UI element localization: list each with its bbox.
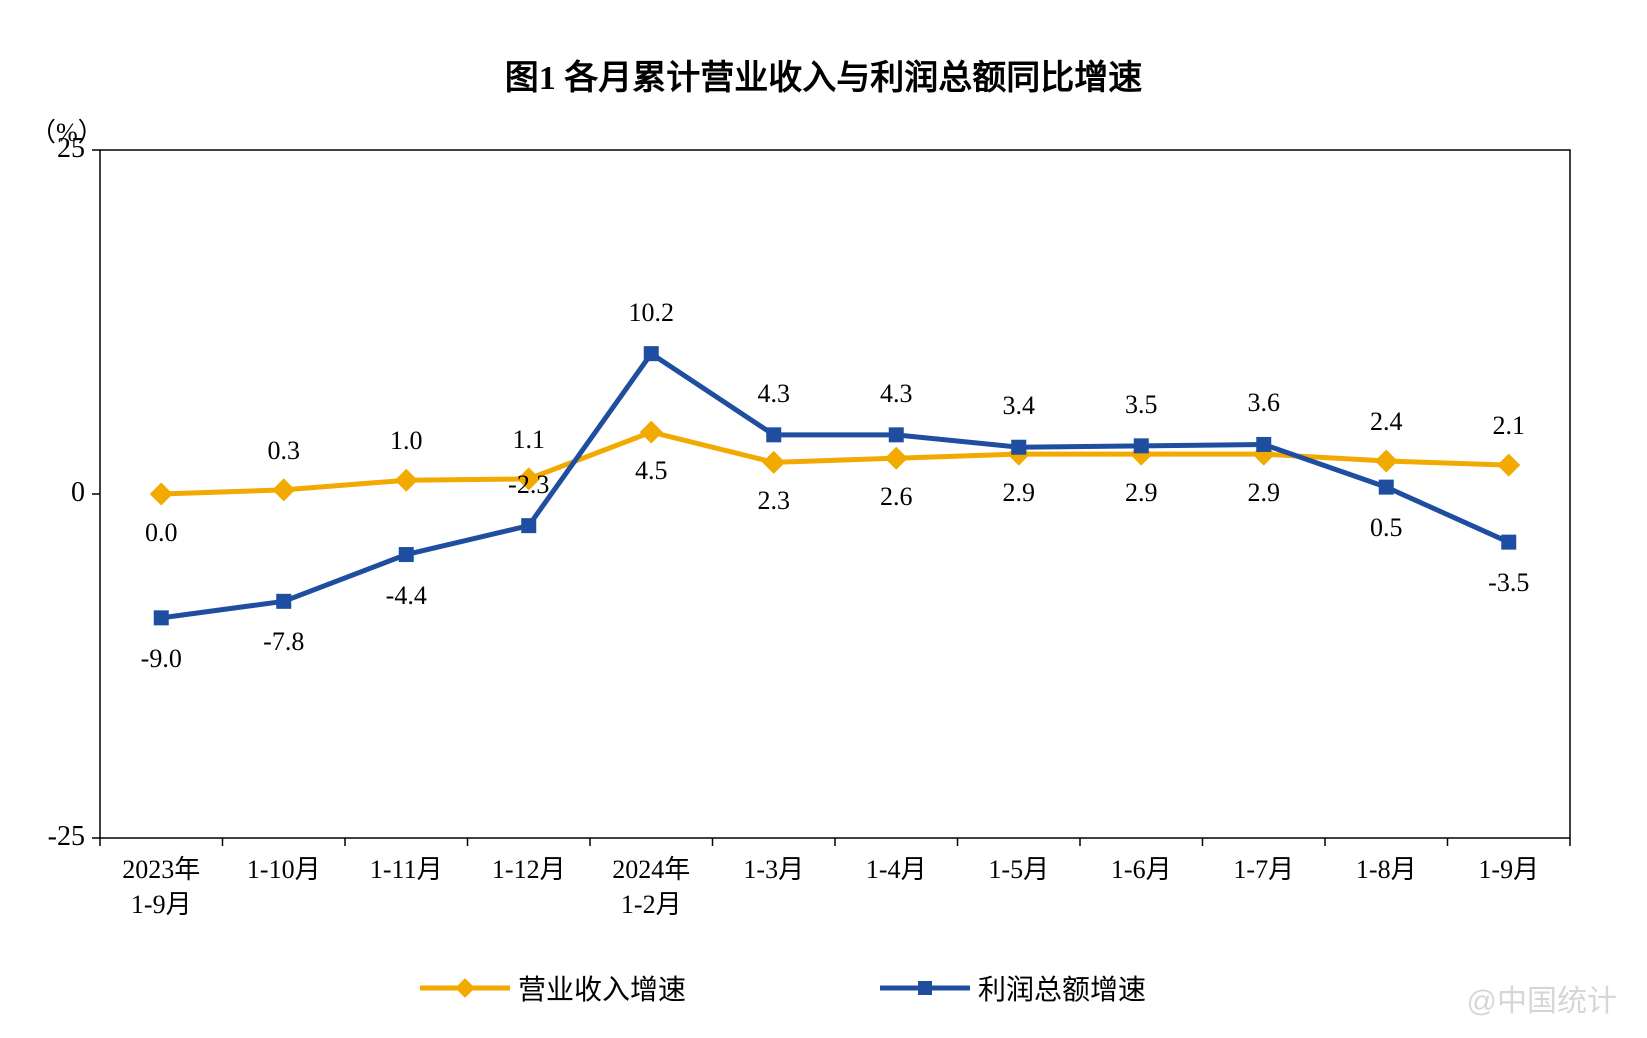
value-label: 2.3 (758, 486, 791, 516)
value-label: 3.6 (1248, 388, 1281, 418)
legend-label-revenue: 营业收入增速 (518, 968, 686, 1008)
value-label: 2.9 (1003, 478, 1036, 508)
y-tick-label: -25 (30, 821, 85, 853)
value-label: 4.3 (758, 379, 791, 409)
x-tick-label: 1-11月 (341, 852, 471, 887)
value-label: -7.8 (263, 627, 304, 657)
x-tick-label: 1-4月 (831, 852, 961, 887)
value-label: -4.4 (386, 581, 427, 611)
value-label: 0.3 (268, 436, 301, 466)
value-label: -9.0 (141, 644, 182, 674)
value-label: 2.9 (1125, 478, 1158, 508)
value-label: 2.4 (1370, 407, 1403, 437)
value-label: 1.0 (390, 426, 423, 456)
legend-entry-profit: 利润总额增速 (880, 968, 1146, 1008)
x-tick-label: 1-5月 (954, 852, 1084, 887)
value-label: 2.1 (1493, 411, 1526, 441)
watermark: @中国统计 (1467, 976, 1617, 1020)
x-tick-label: 1-7月 (1199, 852, 1329, 887)
value-label: -2.3 (508, 470, 549, 500)
value-label: 2.9 (1248, 478, 1281, 508)
value-label: 4.5 (635, 456, 668, 486)
chart-container: 图1 各月累计营业收入与利润总额同比增速 （%） -25025 2023年 1-… (0, 0, 1647, 1038)
y-tick-label: 25 (30, 133, 85, 165)
x-tick-label: 1-3月 (709, 852, 839, 887)
x-tick-label: 1-6月 (1076, 852, 1206, 887)
legend-swatch-revenue (420, 978, 510, 998)
value-label: 0.0 (145, 518, 178, 548)
value-label: -3.5 (1488, 568, 1529, 598)
value-label: 4.3 (880, 379, 913, 409)
value-label: 2.6 (880, 482, 913, 512)
legend-swatch-profit (880, 978, 970, 998)
value-label: 1.1 (513, 425, 546, 455)
x-tick-label: 1-12月 (464, 852, 594, 887)
x-tick-label: 1-10月 (219, 852, 349, 887)
value-label: 10.2 (629, 298, 675, 328)
x-tick-label: 2024年 1-2月 (586, 852, 716, 922)
value-label: 0.5 (1370, 513, 1403, 543)
legend-label-profit: 利润总额增速 (978, 968, 1146, 1008)
x-tick-label: 1-8月 (1321, 852, 1451, 887)
x-tick-label: 2023年 1-9月 (96, 852, 226, 922)
y-tick-label: 0 (30, 477, 85, 509)
value-label: 3.5 (1125, 390, 1158, 420)
x-tick-label: 1-9月 (1444, 852, 1574, 887)
legend-entry-revenue: 营业收入增速 (420, 968, 686, 1008)
value-label: 3.4 (1003, 391, 1036, 421)
